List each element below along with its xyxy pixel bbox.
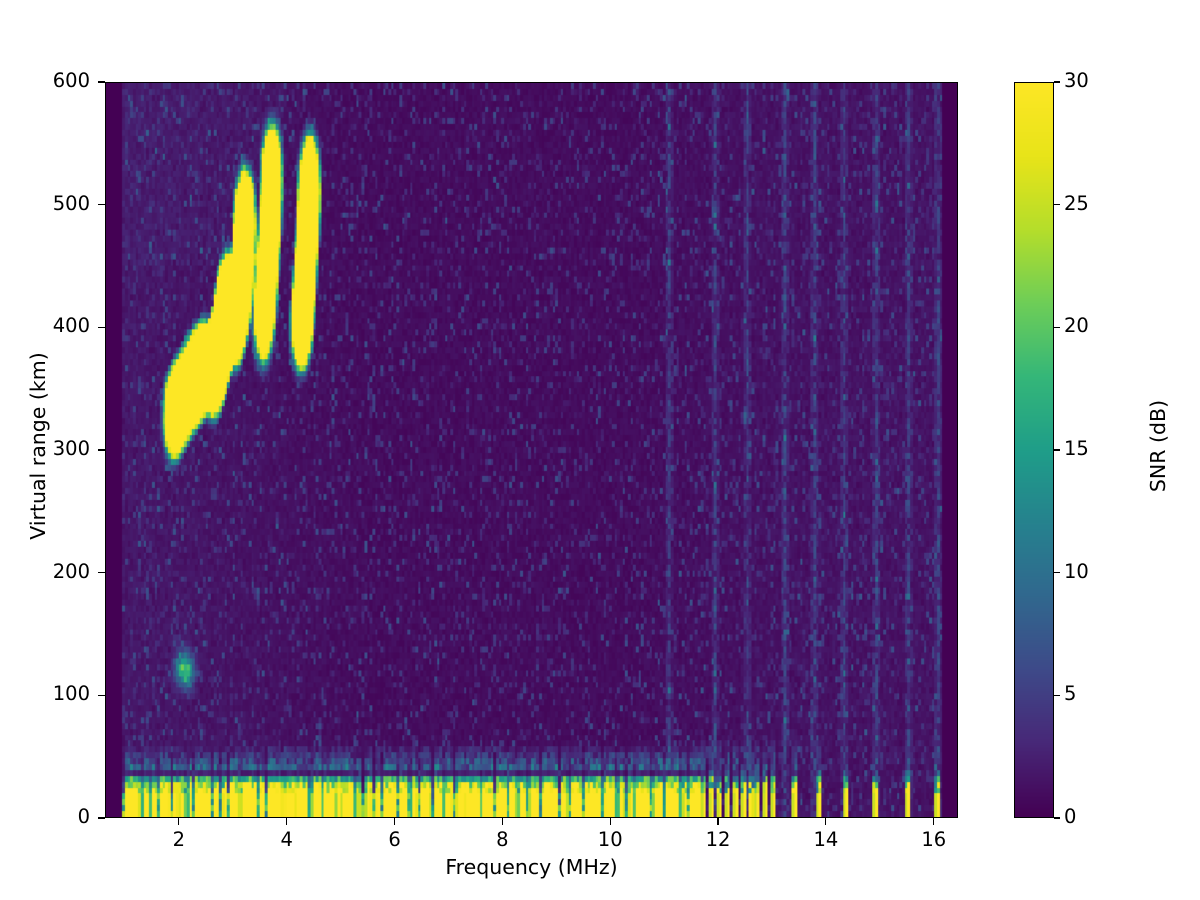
x-tick-4 <box>286 818 288 825</box>
x-tick-label-8: 8 <box>496 828 509 851</box>
x-tick-label-14: 14 <box>813 828 839 851</box>
y-tick-label-500: 500 <box>52 191 90 215</box>
colorbar-tick-10 <box>1054 572 1060 574</box>
colorbar-gradient <box>1015 83 1053 817</box>
colorbar-tick-label-25: 25 <box>1064 191 1089 215</box>
y-tick-label-400: 400 <box>52 314 90 338</box>
colorbar-tick-5 <box>1054 694 1060 696</box>
y-tick-500 <box>98 204 105 206</box>
x-tick-14 <box>825 818 827 825</box>
colorbar-axis-label: SNR (dB) <box>1146 399 1170 493</box>
y-tick-300 <box>98 449 105 451</box>
colorbar-tick-30 <box>1054 81 1060 83</box>
colorbar-tick-label-15: 15 <box>1064 437 1089 460</box>
x-tick-label-16: 16 <box>921 828 947 851</box>
y-tick-400 <box>98 326 105 328</box>
x-tick-12 <box>717 818 719 825</box>
colorbar-tick-label-10: 10 <box>1064 559 1089 583</box>
x-tick-2 <box>178 818 180 825</box>
x-tick-label-4: 4 <box>280 828 293 851</box>
colorbar-tick-label-5: 5 <box>1064 682 1077 706</box>
colorbar-tick-label-0: 0 <box>1064 805 1077 828</box>
x-axis-label: Frequency (MHz) <box>445 855 618 879</box>
y-tick-label-600: 600 <box>52 69 90 92</box>
y-tick-label-100: 100 <box>52 682 90 706</box>
y-tick-0 <box>98 817 105 819</box>
x-tick-6 <box>393 818 396 825</box>
x-tick-label-12: 12 <box>705 828 731 851</box>
x-tick-label-2: 2 <box>172 828 186 851</box>
y-tick-600 <box>98 81 105 83</box>
colorbar-tick-label-30: 30 <box>1064 69 1089 92</box>
ionogram-heatmap <box>106 83 957 817</box>
y-tick-label-0: 0 <box>77 805 90 828</box>
x-tick-label-10: 10 <box>597 828 623 851</box>
colorbar-tick-20 <box>1054 326 1060 328</box>
colorbar-tick-25 <box>1054 204 1060 206</box>
colorbar[interactable] <box>1014 82 1054 818</box>
x-tick-8 <box>501 818 503 825</box>
y-tick-label-300: 300 <box>52 437 90 460</box>
y-tick-200 <box>98 572 105 574</box>
ionogram-plot-area[interactable] <box>105 82 958 818</box>
colorbar-tick-15 <box>1054 449 1060 451</box>
x-tick-16 <box>933 818 935 825</box>
colorbar-tick-label-20: 20 <box>1064 314 1089 338</box>
colorbar-tick-0 <box>1054 817 1060 819</box>
y-tick-label-200: 200 <box>52 559 90 583</box>
x-tick-10 <box>609 818 611 825</box>
x-tick-label-6: 6 <box>388 828 401 851</box>
y-tick-100 <box>98 694 105 696</box>
